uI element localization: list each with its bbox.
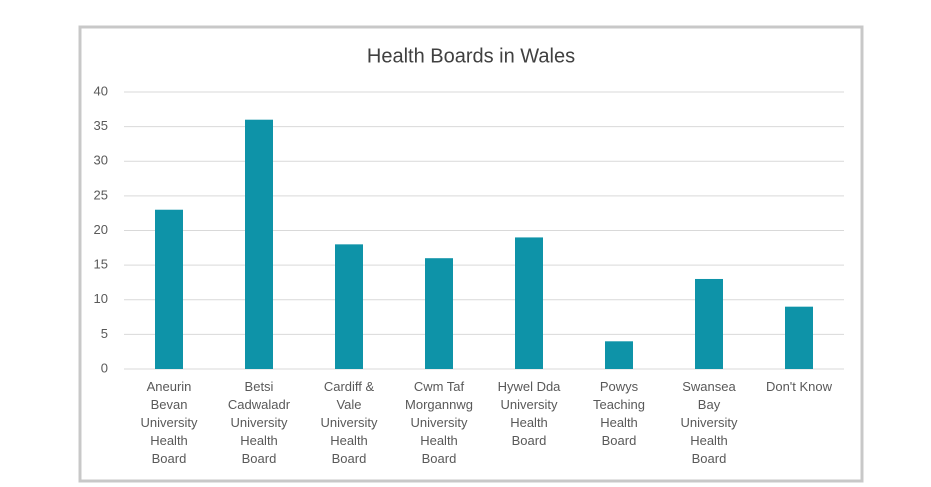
x-tick-label: Cwm Taf Morgannwg University Health Board (405, 379, 473, 466)
x-tick-label: Cardiff & Vale University Health Board (320, 379, 378, 466)
x-tick-label: Betsi Cadwaladr University Health Board (228, 379, 291, 466)
x-tick-label: Swansea Bay University Health Board (680, 379, 738, 466)
bar (515, 237, 543, 369)
y-tick-label: 20 (94, 222, 108, 237)
bar (155, 209, 183, 369)
bar (335, 244, 363, 369)
y-tick-label: 30 (94, 153, 108, 168)
bar (245, 119, 273, 369)
x-tick-label: Don't Know (766, 379, 833, 394)
x-tick-label: Powys Teaching Health Board (593, 379, 645, 448)
bar (695, 278, 723, 369)
y-tick-label: 0 (101, 360, 108, 375)
y-tick-label: 10 (94, 291, 108, 306)
bar (785, 306, 813, 369)
chart-title: Health Boards in Wales (367, 45, 575, 67)
bar (425, 258, 453, 369)
y-tick-label: 25 (94, 187, 108, 202)
y-tick-label: 35 (94, 118, 108, 133)
x-tick-label: Aneurin Bevan University Health Board (140, 379, 198, 466)
x-tick-label: Hywel Dda University Health Board (498, 379, 562, 448)
bar (605, 341, 633, 369)
y-tick-label: 15 (94, 257, 108, 272)
y-tick-label: 40 (94, 83, 108, 98)
y-tick-label: 5 (101, 326, 108, 341)
chart-frame (78, 25, 864, 483)
